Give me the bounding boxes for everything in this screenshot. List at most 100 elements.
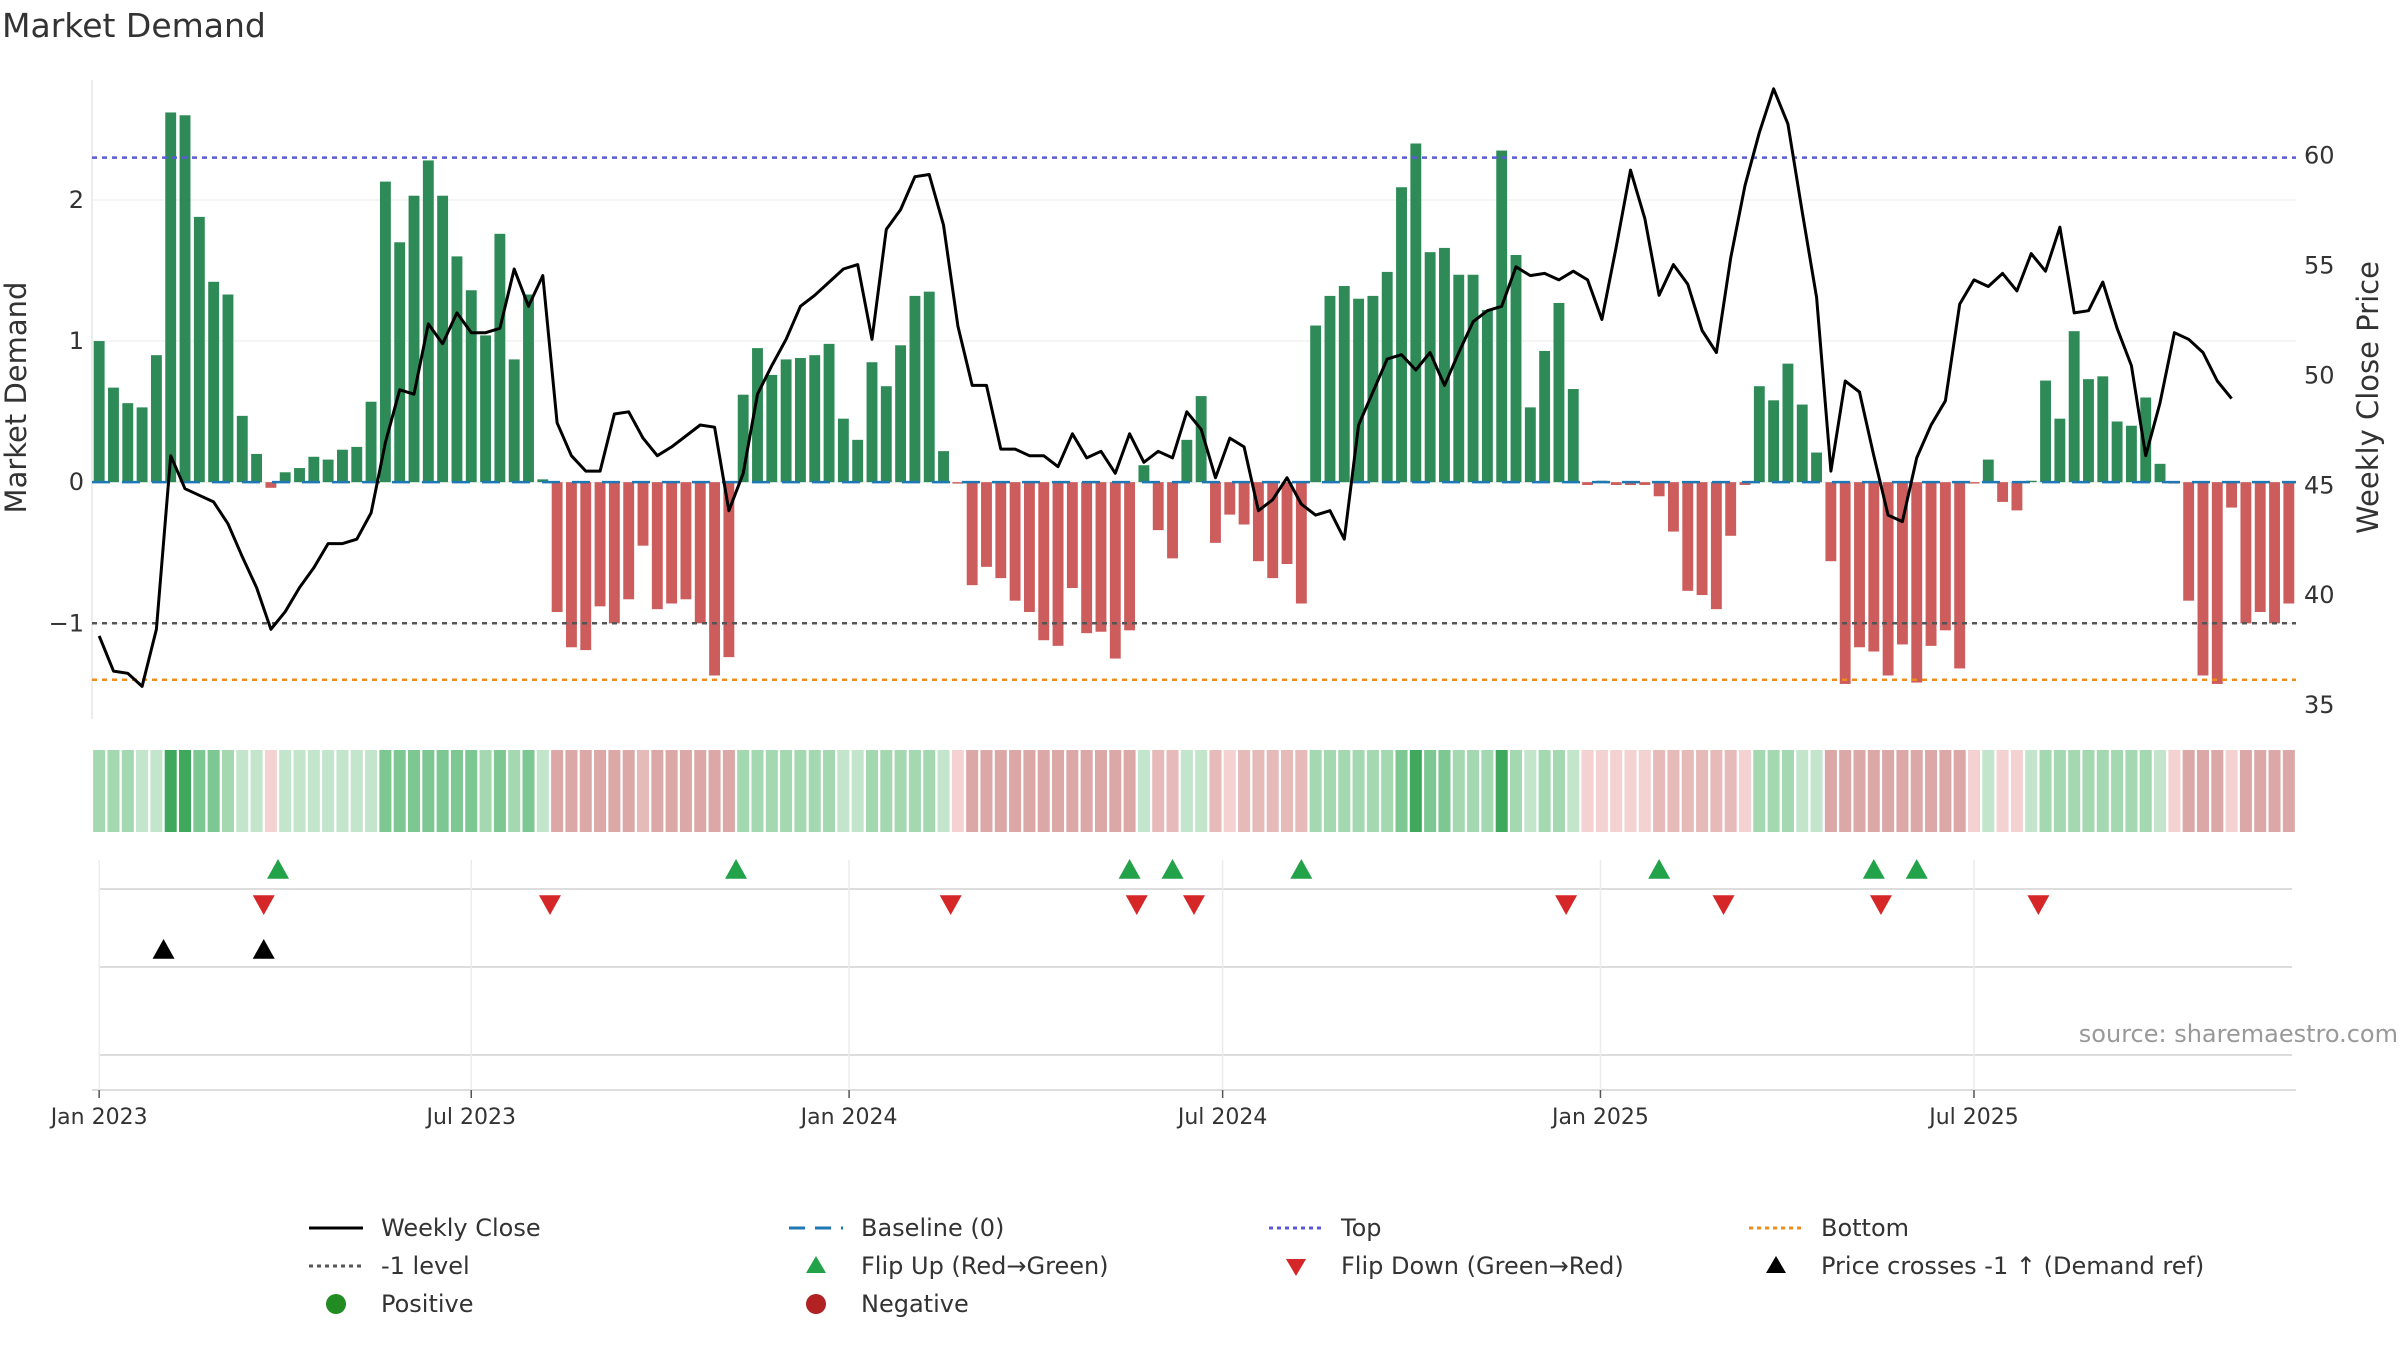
- legend-label: Positive: [381, 1290, 474, 1318]
- legend-item-negative: Negative: [785, 1286, 969, 1322]
- demand-bar: [923, 291, 935, 483]
- demand-bar: [1782, 363, 1794, 483]
- heat-strip-cell: [1352, 750, 1365, 832]
- demand-bar: [551, 482, 563, 612]
- heat-strip-cell: [322, 750, 335, 832]
- heat-strip-cell: [1753, 750, 1766, 832]
- heat-strip-cell: [2268, 750, 2281, 832]
- heat-strip-cell: [851, 750, 864, 832]
- heat-strip-cell: [1152, 750, 1165, 832]
- heat-strip-cell: [1896, 750, 1909, 832]
- demand-bar: [1138, 465, 1150, 483]
- left-tick-label: 2: [69, 186, 84, 214]
- heat-strip-cell: [221, 750, 234, 832]
- legend-item-flip-up: Flip Up (Red→Green): [785, 1248, 1109, 1284]
- heat-strip-cell: [1037, 750, 1050, 832]
- demand-bar: [1267, 482, 1279, 579]
- demand-bar: [1710, 482, 1722, 610]
- heat-strip-cell: [422, 750, 435, 832]
- heat-strip-cell: [393, 750, 406, 832]
- left-tick-label: 1: [69, 327, 84, 355]
- demand-bar: [1768, 400, 1780, 483]
- heat-strip-cell: [651, 750, 664, 832]
- heat-strip-cell: [93, 750, 106, 832]
- demand-bar: [136, 407, 148, 483]
- demand-bar: [2011, 482, 2023, 511]
- flip-up-marker: [1862, 859, 1885, 879]
- heat-strip-cell: [1438, 750, 1451, 832]
- demand-bar: [1224, 482, 1236, 515]
- flip-up-marker: [725, 859, 748, 879]
- demand-bar: [1582, 482, 1594, 485]
- x-tick-label: Jan 2025: [1550, 1105, 1649, 1130]
- price-cross-marker: [152, 939, 175, 959]
- heat-strip-cell: [1738, 750, 1752, 832]
- legend-label: Top: [1341, 1214, 1382, 1242]
- demand-bar: [1997, 482, 2009, 502]
- legend-label: -1 level: [381, 1252, 470, 1280]
- demand-bar: [93, 341, 105, 483]
- demand-bar: [1811, 452, 1822, 483]
- heat-strip-cell: [1925, 750, 1938, 832]
- demand-bar: [1668, 482, 1679, 532]
- demand-bar: [408, 195, 420, 483]
- demand-bar: [1653, 482, 1665, 497]
- heat-strip-cell: [1238, 750, 1251, 832]
- demand-bar: [2240, 482, 2252, 624]
- demand-bar: [623, 482, 635, 600]
- demand-bar: [852, 439, 864, 483]
- heat-strip-cell: [1767, 750, 1780, 832]
- heat-strip-cell: [493, 750, 506, 832]
- flip-down-marker: [1555, 895, 1578, 915]
- demand-bar: [465, 290, 477, 483]
- heat-strip-cell: [2168, 750, 2181, 832]
- heat-strip-cell: [551, 750, 564, 832]
- heat-strip-cell: [823, 750, 836, 832]
- heat-strip-cell: [207, 750, 220, 832]
- demand-bar: [1124, 482, 1136, 631]
- heat-strip-cell: [136, 750, 149, 832]
- legend-label: Weekly Close: [381, 1214, 541, 1242]
- heat-strip-cell: [1123, 750, 1136, 832]
- demand-bar: [1539, 350, 1551, 483]
- demand-bar: [394, 242, 406, 483]
- heat-strip-cell: [2111, 750, 2124, 832]
- x-tick-label: Jan 2024: [799, 1105, 898, 1130]
- demand-bar: [823, 343, 835, 483]
- heat-strip-cell: [479, 750, 492, 832]
- right-tick-label: 45: [2304, 471, 2335, 499]
- demand-bar: [537, 479, 549, 483]
- heat-strip-cell: [2039, 750, 2052, 832]
- heat-strip-cell: [450, 750, 463, 832]
- heat-strip-cell: [1824, 750, 1837, 832]
- flip-up-marker: [1161, 859, 1184, 879]
- heat-strip-cell: [1481, 750, 1494, 832]
- demand-bar: [594, 482, 606, 607]
- demand-bar: [2054, 418, 2066, 483]
- heat-strip-cell: [1166, 750, 1179, 832]
- heat-strip-cell: [1839, 750, 1852, 832]
- heat-strip-cell: [1424, 750, 1437, 832]
- heat-strip-cell: [2139, 750, 2152, 832]
- demand-bar: [694, 482, 706, 624]
- demand-bar: [1023, 482, 1035, 612]
- heat-strip-cell: [622, 750, 635, 832]
- demand-bar: [880, 386, 892, 483]
- x-tick-label: Jul 2025: [1927, 1105, 2019, 1130]
- heat-strip-cell: [1338, 750, 1351, 832]
- triangle-up-black-icon: [1766, 1256, 1786, 1273]
- heat-strip-cell: [2254, 750, 2267, 832]
- heat-strip-cell: [837, 750, 850, 832]
- right-tick-label: 55: [2304, 252, 2335, 280]
- flip-down-marker: [252, 895, 275, 915]
- demand-bar: [909, 295, 921, 483]
- heat-strip-cell: [1567, 750, 1580, 832]
- demand-bar: [2154, 463, 2166, 483]
- demand-bar: [566, 482, 577, 648]
- heat-strip-cell: [1295, 750, 1308, 832]
- demand-bar: [1052, 482, 1064, 646]
- flip-down-marker: [1712, 895, 1735, 915]
- heat-strip-cell: [1996, 750, 2009, 832]
- demand-bar: [523, 294, 534, 483]
